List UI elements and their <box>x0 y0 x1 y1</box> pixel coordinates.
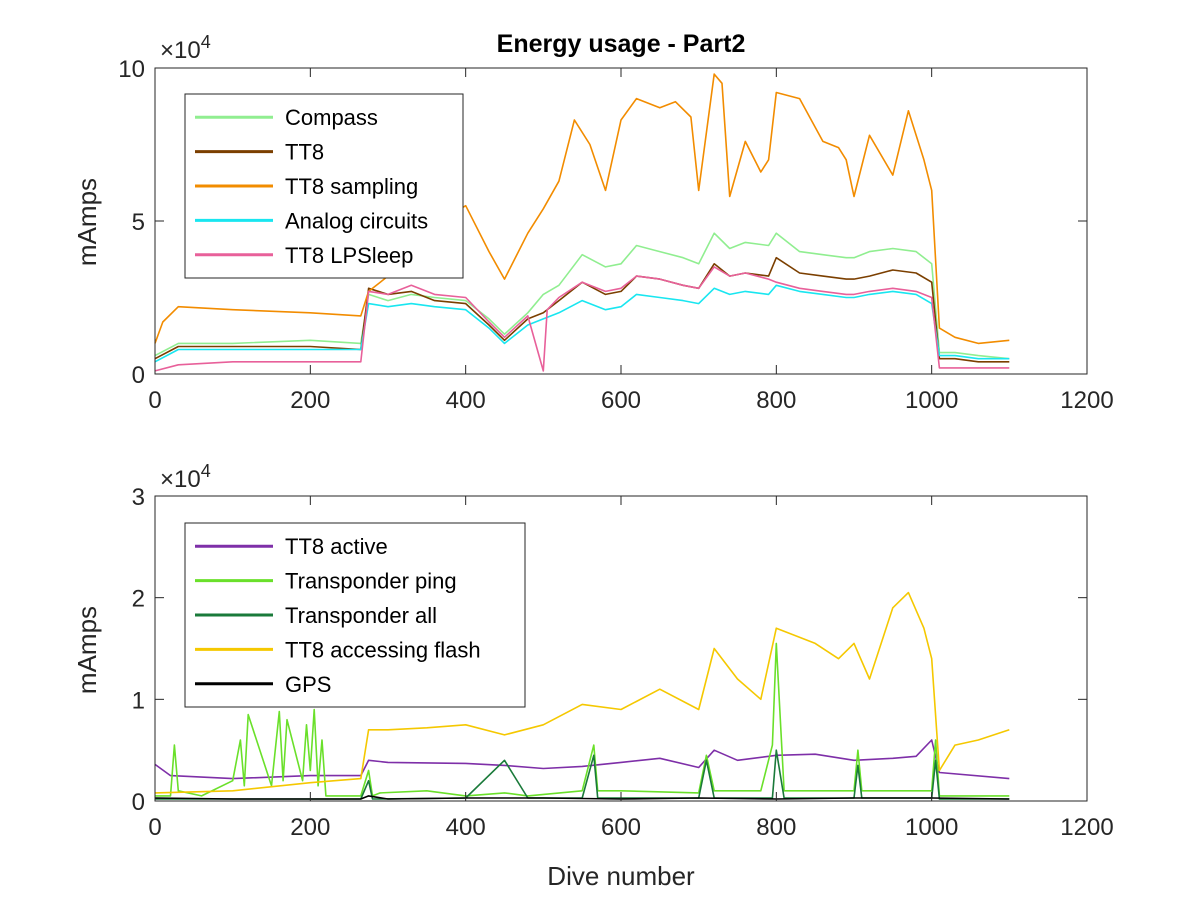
bottom-x-tick-label: 400 <box>446 814 486 841</box>
top-legend-label: TT8 sampling <box>285 174 418 199</box>
series-line-bottom-4 <box>154 795 1010 800</box>
bottom-x-tick-label: 1000 <box>905 814 958 841</box>
bottom-legend: TT8 active Transponder ping Transponder al… <box>184 522 526 708</box>
top-legend: Compass TT8 TT8 sampling Analog circuits TT8… <box>184 93 464 279</box>
bottom-x-tick-label: 1200 <box>1060 814 1113 841</box>
bottom-legend-label: Transponder ping <box>285 569 457 594</box>
bottom-plot-panel: mAmps Dive number ×104 0 200 400 600 800 1000… <box>72 461 1114 891</box>
top-plot-panel: Energy usage - Part2 mAmps ×104 0 200 400 6… <box>72 30 1114 414</box>
bottom-series-layer <box>154 591 1010 800</box>
top-x-tick-label: 600 <box>601 387 641 414</box>
top-exponent-label: ×104 <box>160 32 211 64</box>
top-x-tick-label: 0 <box>148 387 161 414</box>
top-ticks-layer: 0 200 400 600 800 1000 1200 0 5 10 <box>118 56 1113 414</box>
bottom-legend-label: TT8 active <box>285 534 388 559</box>
top-y-tick-label: 5 <box>132 209 145 236</box>
top-x-tick-label: 400 <box>446 387 486 414</box>
top-x-tick-label: 200 <box>290 387 330 414</box>
series-line-bottom-0 <box>154 739 1010 780</box>
series-line-top-3 <box>154 284 1010 363</box>
top-y-tick-label: 0 <box>132 362 145 389</box>
chart-title: Energy usage - Part2 <box>497 30 746 58</box>
bottom-y-tick-label: 0 <box>132 789 145 816</box>
series-line-top-0 <box>154 232 1010 360</box>
bottom-plot-frame <box>154 495 1088 802</box>
bottom-legend-label: GPS <box>285 672 331 697</box>
top-series-layer <box>154 73 1010 372</box>
bottom-x-tick-label: 0 <box>148 814 161 841</box>
bottom-exponent-label: ×104 <box>160 461 211 493</box>
top-y-tick-label: 10 <box>118 56 145 83</box>
top-x-tick-label: 1200 <box>1060 387 1113 414</box>
top-legend-label: TT8 LPSleep <box>285 243 413 268</box>
bottom-legend-label: TT8 accessing flash <box>285 637 481 662</box>
top-y-axis-label: mAmps <box>72 178 102 266</box>
bottom-y-tick-label: 1 <box>132 687 145 714</box>
bottom-x-tick-label: 200 <box>290 814 330 841</box>
series-line-bottom-3 <box>154 591 1010 794</box>
series-line-bottom-1 <box>155 642 1010 797</box>
bottom-y-tick-label: 3 <box>132 484 145 511</box>
bottom-y-tick-label: 2 <box>132 586 145 613</box>
top-legend-label: Analog circuits <box>285 208 428 233</box>
bottom-x-tick-label: 600 <box>601 814 641 841</box>
top-legend-label: Compass <box>285 105 378 130</box>
bottom-y-axis-label: mAmps <box>72 606 102 694</box>
x-axis-label: Dive number <box>547 861 695 891</box>
top-plot-frame <box>154 67 1088 375</box>
bottom-x-tick-label: 800 <box>756 814 796 841</box>
top-legend-label: TT8 <box>285 140 324 165</box>
bottom-legend-label: Transponder all <box>285 603 437 628</box>
top-x-tick-label: 1000 <box>905 387 958 414</box>
top-x-tick-label: 800 <box>756 387 796 414</box>
series-line-top-4 <box>154 266 1010 372</box>
